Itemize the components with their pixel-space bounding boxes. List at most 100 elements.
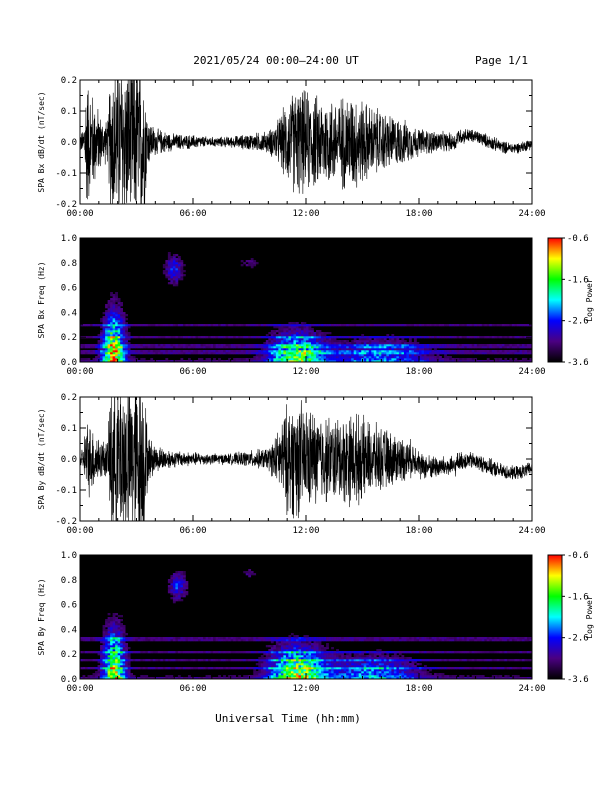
spectrogram-cell xyxy=(285,352,289,355)
spectrogram-cell xyxy=(140,675,144,678)
spectrogram-cell xyxy=(195,324,199,327)
spectrogram-cell xyxy=(120,350,123,353)
spectrogram-cell xyxy=(333,657,337,660)
spectrogram-cell xyxy=(290,326,294,329)
spectrogram-cell xyxy=(270,332,274,335)
spectrogram-cell xyxy=(238,346,242,349)
spectrogram-cell xyxy=(130,637,134,640)
spectrogram-cell xyxy=(371,657,375,660)
spectrogram-cell xyxy=(326,348,329,351)
spectrogram-cell xyxy=(185,344,189,347)
spectrogram-cell xyxy=(293,340,297,343)
spectrogram-cell xyxy=(230,659,234,662)
spectrogram-cell xyxy=(358,346,362,349)
spectrogram-cell xyxy=(215,350,219,353)
spectrogram-cell xyxy=(474,659,478,662)
spectrogram-cell xyxy=(386,340,390,343)
spectrogram-cell xyxy=(300,667,304,670)
spectrogram-cell xyxy=(426,348,430,351)
spectrogram-cell xyxy=(396,657,400,660)
y-tick-label: 0.2 xyxy=(61,76,77,86)
spectrogram-cell xyxy=(358,665,362,668)
spectrogram-cell xyxy=(233,346,236,349)
spectrogram-cell xyxy=(321,647,324,650)
spectrogram-cell xyxy=(381,671,385,674)
spectrogram-cell xyxy=(381,350,385,353)
spectrogram-cell xyxy=(243,360,247,363)
spectrogram-cell xyxy=(446,350,450,353)
spectrogram-cell xyxy=(172,587,176,590)
spectrogram-cell xyxy=(102,677,106,680)
spectrogram-cell xyxy=(516,675,520,678)
spectrogram-cell xyxy=(117,322,121,325)
spectrogram-cell xyxy=(273,354,277,357)
spectrogram-cell xyxy=(454,659,457,662)
spectrogram-cell xyxy=(135,324,139,327)
spectrogram-cell xyxy=(298,358,302,361)
spectrogram-cell xyxy=(303,639,307,642)
spectrogram-cell xyxy=(401,342,405,345)
spectrogram-cell xyxy=(451,639,455,642)
spectrogram-cell xyxy=(403,657,407,660)
spectrogram-cell xyxy=(471,344,475,347)
spectrogram-cell xyxy=(280,661,284,664)
spectrogram-cell xyxy=(97,667,101,670)
spectrogram-cell xyxy=(283,330,287,333)
spectrogram-cell xyxy=(125,348,129,351)
spectrogram-cell xyxy=(353,637,357,640)
spectrogram-cell xyxy=(411,324,415,327)
spectrogram-cell xyxy=(424,344,427,347)
spectrogram-cell xyxy=(383,659,387,662)
spectrogram-cell xyxy=(393,350,397,353)
spectrogram-cell xyxy=(90,677,93,680)
spectrogram-cell xyxy=(230,324,234,327)
spectrogram-cell xyxy=(363,344,367,347)
spectrogram-cell xyxy=(200,667,204,670)
spectrogram-cell xyxy=(366,639,370,642)
spectrogram-cell xyxy=(275,334,279,337)
spectrogram-cell xyxy=(371,348,375,351)
spectrogram-cell xyxy=(225,350,229,353)
spectrogram-cell xyxy=(381,354,385,357)
spectrogram-cell xyxy=(326,336,329,339)
spectrogram-cell xyxy=(117,354,121,357)
spectrogram-cell xyxy=(303,657,307,660)
spectrogram-cell xyxy=(413,661,417,664)
spectrogram-cell xyxy=(235,346,239,349)
spectrogram-cell xyxy=(105,639,108,642)
spectrogram-cell xyxy=(263,354,267,357)
spectrogram-cell xyxy=(125,653,129,656)
spectrogram-cell xyxy=(321,667,324,670)
spectrogram-cell xyxy=(403,360,407,363)
spectrogram-cell xyxy=(187,350,191,353)
spectrogram-cell xyxy=(328,350,332,353)
spectrogram-cell xyxy=(333,346,337,349)
spectrogram-cell xyxy=(233,651,236,654)
spectrogram-cell xyxy=(436,667,440,670)
spectrogram-cell xyxy=(454,637,457,640)
spectrogram-cell xyxy=(100,645,103,648)
spectrogram-cell xyxy=(115,306,118,309)
spectrogram-cell xyxy=(328,342,332,345)
spectrogram-cell xyxy=(341,354,344,357)
spectrogram-cell xyxy=(328,671,332,674)
spectrogram-cell xyxy=(200,651,204,654)
spectrogram-cell xyxy=(127,348,131,351)
spectrogram-cell xyxy=(351,677,355,680)
spectrogram-cell xyxy=(185,583,189,586)
spectrogram-cell xyxy=(110,623,113,626)
spectrogram-cell xyxy=(406,336,410,339)
spectrogram-cell xyxy=(203,667,206,670)
spectrogram-cell xyxy=(112,340,116,343)
spectrogram-cell xyxy=(386,653,390,656)
spectrogram-cell xyxy=(346,340,349,343)
spectrogram-cell xyxy=(386,667,390,670)
spectrogram-cell xyxy=(203,344,206,347)
spectrogram-cell xyxy=(408,336,412,339)
spectrogram-cell xyxy=(177,258,181,261)
spectrogram-cell xyxy=(270,340,274,343)
spectrogram-cell xyxy=(383,348,387,351)
spectrogram-cell xyxy=(130,659,134,662)
spectrogram-cell xyxy=(280,354,284,357)
spectrogram-cell xyxy=(120,663,123,666)
